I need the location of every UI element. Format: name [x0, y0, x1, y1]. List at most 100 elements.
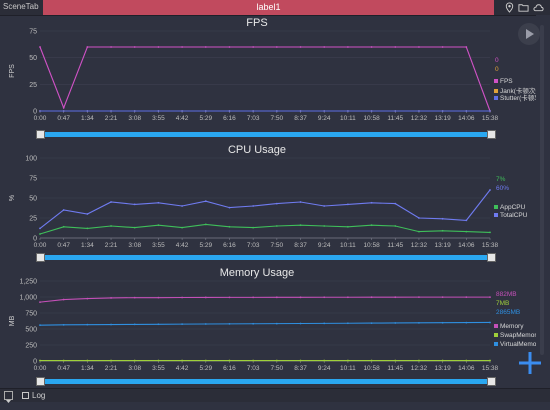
- data-point: [346, 296, 349, 299]
- fps-range-slider[interactable]: [36, 130, 496, 139]
- x-tick-label: 3:55: [152, 242, 165, 249]
- legend-fps[interactable]: FPS: [494, 78, 513, 85]
- play-button[interactable]: [518, 23, 540, 45]
- data-point: [418, 230, 420, 233]
- data-point: [418, 296, 420, 299]
- legend-swatch: [494, 205, 498, 210]
- data-point: [299, 110, 302, 112]
- vertical-scrollbar[interactable]: [536, 15, 550, 388]
- x-tick-label: 7:50: [271, 365, 284, 372]
- x-tick-label: 2:21: [105, 115, 118, 122]
- memory-range-slider[interactable]: [36, 377, 496, 386]
- fps-title: FPS: [246, 17, 268, 29]
- data-point: [441, 110, 444, 112]
- memory-panel: Memory Usage MB 0 250 500 750 1,000 1,250 0:00 0…: [0, 265, 542, 387]
- range-end-handle[interactable]: [487, 253, 496, 262]
- data-point: [133, 203, 136, 206]
- data-point: [418, 217, 420, 219]
- data-point: [110, 297, 112, 299]
- data-point: [204, 323, 207, 325]
- legend-memory[interactable]: Memory: [494, 323, 523, 330]
- series-line-totalcpu: [39, 189, 491, 229]
- x-tick-label: 15:38: [482, 365, 499, 372]
- legend-total-cpu[interactable]: TotalCPU: [494, 212, 527, 219]
- data-point: [204, 46, 207, 48]
- legend-virtual[interactable]: VirtualMemory: [494, 341, 542, 348]
- series-line-fps: [39, 46, 491, 112]
- data-point: [133, 110, 136, 112]
- x-tick-label: 15:38: [482, 242, 499, 249]
- data-point: [465, 296, 468, 299]
- data-point: [133, 296, 136, 299]
- x-tick-label: 11:45: [387, 115, 403, 122]
- x-tick-label: 10:11: [340, 242, 356, 249]
- x-tick-label: 4:42: [176, 115, 189, 122]
- collapse-toggle[interactable]: [4, 391, 13, 403]
- y-tick-label: 0: [33, 236, 37, 243]
- data-point: [228, 110, 231, 112]
- cpu-range-slider[interactable]: [36, 253, 496, 262]
- scene-tab[interactable]: SceneTab: [3, 2, 39, 11]
- data-point: [157, 110, 160, 112]
- data-point: [252, 110, 255, 112]
- data-point: [418, 321, 420, 324]
- legend-swatch: [494, 213, 498, 218]
- y-tick-label: 100: [25, 156, 37, 163]
- x-tick-label: 12:32: [411, 115, 428, 122]
- range-end-handle[interactable]: [487, 377, 496, 386]
- data-point: [441, 46, 444, 48]
- x-tick-label: 13:19: [434, 242, 451, 249]
- x-tick-label: 0:00: [34, 242, 47, 249]
- data-point: [204, 200, 207, 203]
- series-line-virtualmemory: [39, 321, 491, 326]
- add-button[interactable]: [516, 349, 544, 377]
- data-point: [323, 225, 326, 227]
- folder-icon[interactable]: [518, 2, 529, 13]
- legend-stutter[interactable]: Stutter(卡顿率): [494, 92, 543, 102]
- series-line-memory: [39, 296, 490, 303]
- data-point: [299, 296, 302, 299]
- legend-app-cpu[interactable]: AppCPU: [494, 204, 525, 211]
- cpu-panel: CPU Usage % 0 25 50 75 100 0:00 0:47 1:34 2:21 3:0…: [0, 142, 527, 264]
- scrollbar-thumb[interactable]: [540, 25, 544, 355]
- legend-label: Jank(卡顿次数): [500, 88, 545, 95]
- x-tick-label: 13:19: [434, 365, 451, 372]
- data-point: [228, 322, 231, 325]
- x-tick-label: 1:34: [81, 242, 94, 249]
- data-point: [228, 46, 231, 48]
- plus-icon: [519, 352, 541, 374]
- data-point: [133, 359, 136, 362]
- data-point: [418, 46, 420, 48]
- log-checkbox[interactable]: [22, 392, 29, 399]
- data-point: [181, 110, 184, 112]
- x-tick-label: 14:06: [458, 115, 475, 122]
- data-point: [110, 323, 112, 326]
- y-tick-label: 0: [33, 359, 37, 366]
- data-point: [86, 297, 89, 300]
- data-point: [110, 201, 112, 203]
- x-tick-label: 5:29: [199, 242, 212, 249]
- range-start-handle[interactable]: [36, 377, 45, 386]
- range-start-handle[interactable]: [36, 130, 45, 139]
- data-point: [181, 323, 184, 326]
- data-point: [181, 226, 184, 229]
- data-point: [489, 296, 491, 299]
- range-end-handle[interactable]: [487, 130, 496, 139]
- legend-jank[interactable]: Jank(卡顿次数): [494, 85, 544, 95]
- x-tick-label: 10:58: [363, 115, 380, 122]
- x-tick-label: 7:50: [271, 242, 284, 249]
- data-point: [441, 296, 444, 299]
- cloud-icon[interactable]: [533, 2, 544, 13]
- x-tick-label: 7:50: [271, 115, 284, 122]
- data-point: [181, 359, 184, 362]
- data-point: [489, 189, 491, 191]
- data-point: [275, 110, 278, 112]
- data-point: [157, 201, 160, 204]
- x-tick-label: 3:08: [128, 242, 141, 249]
- data-point: [39, 46, 41, 48]
- range-start-handle[interactable]: [36, 253, 45, 262]
- location-icon[interactable]: [504, 2, 515, 13]
- data-point: [441, 229, 444, 232]
- legend-swap[interactable]: SwapMemory: [494, 332, 540, 339]
- data-point: [86, 323, 89, 326]
